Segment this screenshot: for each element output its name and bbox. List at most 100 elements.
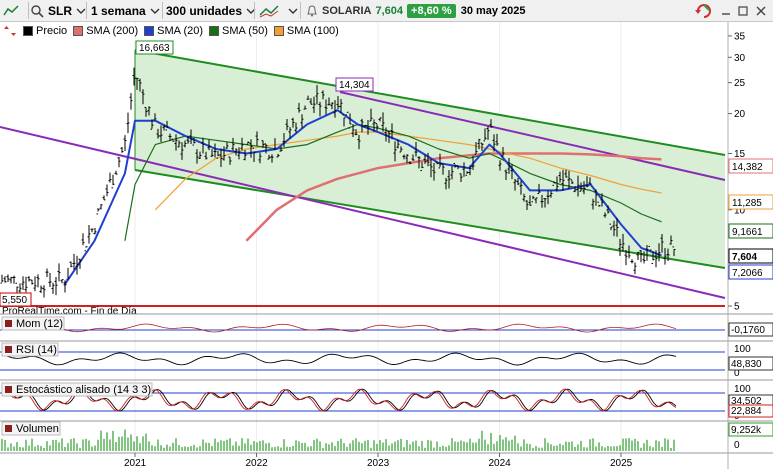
sma100-flag-box <box>728 194 773 210</box>
mom-value: -0,1760 <box>731 325 765 336</box>
legend-price[interactable]: Precio <box>23 25 67 37</box>
sma20-flag: 7,2066 <box>732 268 763 279</box>
legend-sma50-label: SMA (50) <box>222 25 268 37</box>
stoch-title: Estocástico alisado (14 3 3) <box>16 384 151 396</box>
rsi-title: RSI (14) <box>16 344 57 356</box>
time-tick-label: 2021 <box>124 458 147 469</box>
close-icon <box>756 6 766 15</box>
price-tick-label: 25 <box>734 78 746 89</box>
time-tick-label: 2022 <box>246 458 269 469</box>
minimize-icon <box>722 12 730 15</box>
volume-tick-0: 0 <box>734 440 740 451</box>
rsi-tick-0: 0 <box>734 368 740 379</box>
quote-name: SOLARIA <box>322 4 372 17</box>
time-tick-label: 2024 <box>489 458 512 469</box>
mid-label-box <box>335 77 374 92</box>
price-tick-label: 15 <box>734 149 746 160</box>
mom-title-box <box>1 316 65 331</box>
stoch-d-line <box>1 388 677 412</box>
sma50-flag: 9,1661 <box>732 227 763 238</box>
chevron-down-icon <box>245 5 257 17</box>
chevron-down-icon <box>75 5 87 17</box>
sma200-flag: 14,382 <box>732 162 763 173</box>
minimize-button[interactable] <box>720 0 732 21</box>
price-legend: Precio SMA (200) SMA (20) SMA (50) SMA (… <box>0 22 720 40</box>
mom-value-box <box>728 322 773 337</box>
bell-icon[interactable] <box>306 4 318 17</box>
volume-bars <box>1 429 675 451</box>
low-label-box <box>0 292 32 307</box>
rsi-value-box <box>728 356 773 371</box>
indicators-icon <box>259 4 279 17</box>
line-chart-icon <box>3 4 19 15</box>
stoch-tick-100: 100 <box>734 384 751 395</box>
maximize-icon <box>738 5 748 16</box>
maximize-button[interactable] <box>737 0 749 21</box>
chevron-down-icon <box>149 5 161 17</box>
high-label-box <box>135 40 174 55</box>
units-selector[interactable]: 300 unidades <box>166 0 257 21</box>
legend-sma50[interactable]: SMA (50) <box>209 25 268 37</box>
legend-toggle[interactable] <box>3 25 17 37</box>
sma50-flag-box <box>728 223 773 239</box>
close-button[interactable] <box>755 0 767 21</box>
rsi-line <box>1 352 677 366</box>
price-tick-label: 10 <box>734 205 746 216</box>
volume-value: 9,252k <box>731 425 762 436</box>
symbol-selector[interactable]: SLR <box>30 0 87 21</box>
rsi-tick-100: 100 <box>734 344 751 355</box>
stoch-value-1: 34,502 <box>731 396 762 407</box>
price-flag: 7,604 <box>732 252 757 263</box>
quote-date: 30 may 2025 <box>460 4 526 17</box>
legend-sma200[interactable]: SMA (200) <box>73 25 138 37</box>
legend-sma20-label: SMA (20) <box>157 25 204 37</box>
period-label: 1 semana <box>91 3 146 18</box>
sma100-flag: 11,285 <box>732 198 762 209</box>
quote-price: 7,604 <box>375 4 404 17</box>
sma200-line <box>245 152 662 242</box>
watermark: ProRealTime.com - Fin de Día <box>2 306 137 317</box>
price-tick-label: 5 <box>734 302 740 313</box>
channel-upper-line <box>134 49 726 156</box>
volume-value-box <box>728 422 773 437</box>
low-label: 5,550 <box>2 295 27 306</box>
price-flag-box <box>728 248 773 264</box>
time-tick-label: 2023 <box>367 458 390 469</box>
legend-sma200-label: SMA (200) <box>86 25 139 37</box>
quote-change-badge: +8,60 % <box>407 3 456 18</box>
indicators-button[interactable] <box>258 0 299 21</box>
mom-title-color-swatch <box>5 320 12 327</box>
toolbar: SLR 1 semana 300 unidades SOLARIA 7,604 … <box>0 0 773 22</box>
time-tick-label: 2025 <box>610 458 633 469</box>
volume-title-color-swatch <box>5 425 12 432</box>
legend-sma100[interactable]: SMA (100) <box>273 25 339 37</box>
units-label: 300 unidades <box>166 3 243 18</box>
sma200-flag-box <box>728 158 773 174</box>
refresh-icon <box>695 3 711 18</box>
collapse-arrows-icon <box>4 26 16 36</box>
price-tick-label: 20 <box>734 109 746 120</box>
stoch-value2-box <box>728 404 773 418</box>
high-label: 16,663 <box>139 43 170 54</box>
rsi-value: 48,830 <box>731 359 762 370</box>
refresh-button[interactable] <box>694 0 714 21</box>
chart-type-button[interactable] <box>2 0 20 21</box>
purple-support-line <box>0 126 726 299</box>
period-selector[interactable]: 1 semana <box>91 0 161 21</box>
legend-price-label: Precio <box>36 25 68 37</box>
search-icon <box>31 4 44 18</box>
price-tick-label: 30 <box>734 53 746 64</box>
symbol-label: SLR <box>48 3 72 18</box>
quote-summary: SOLARIA 7,604 +8,60 % 30 may 2025 <box>306 0 526 21</box>
mid-label: 14,304 <box>339 80 370 91</box>
stoch-value-2: 22,884 <box>731 406 762 417</box>
sma20-flag-box <box>728 264 773 280</box>
purple-resistance-line <box>339 91 726 181</box>
volume-title: Volumen <box>16 423 59 435</box>
legend-sma20[interactable]: SMA (20) <box>144 25 203 37</box>
price-tick-label: 35 <box>734 31 746 42</box>
chevron-down-icon <box>287 5 299 17</box>
rsi-title-color-swatch <box>5 346 12 353</box>
mom-title: Mom (12) <box>16 318 63 330</box>
